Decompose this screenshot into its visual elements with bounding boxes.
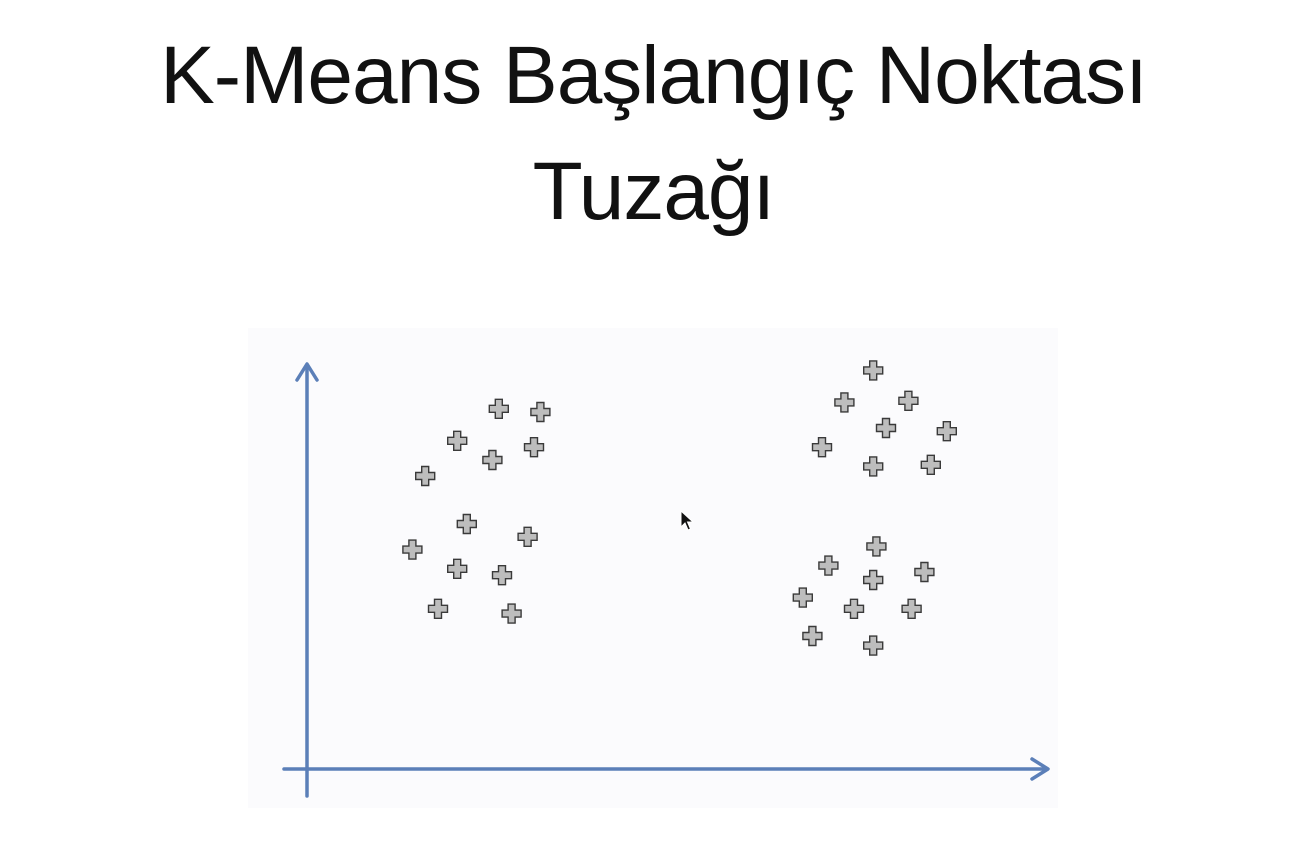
- y-axis: [295, 362, 319, 798]
- plus-icon: [898, 390, 919, 412]
- data-point: [914, 561, 935, 583]
- data-point: [792, 587, 813, 608]
- data-point: [427, 598, 449, 619]
- data-point: [863, 360, 884, 381]
- plus-icon: [530, 401, 551, 423]
- data-point: [523, 436, 545, 458]
- title-line-1: K-Means Başlangıç Noktası: [160, 30, 1148, 121]
- plus-icon: [427, 598, 449, 619]
- plus-icon: [875, 417, 897, 439]
- data-point: [843, 598, 865, 619]
- plus-icon: [446, 430, 468, 452]
- data-point: [875, 417, 897, 439]
- data-points: [402, 360, 957, 656]
- data-point: [811, 436, 833, 458]
- data-point: [491, 564, 513, 586]
- scatter-plot: [282, 360, 1050, 798]
- data-point: [446, 430, 468, 452]
- plus-icon: [936, 420, 957, 442]
- data-point: [501, 603, 522, 624]
- plus-icon: [863, 456, 884, 477]
- plus-icon: [491, 564, 513, 586]
- data-point: [402, 539, 423, 560]
- plus-icon: [792, 587, 813, 608]
- data-point: [488, 398, 510, 420]
- data-point: [517, 526, 538, 548]
- data-point: [898, 390, 919, 412]
- plus-icon: [843, 598, 865, 619]
- data-point: [818, 555, 839, 576]
- data-point: [866, 536, 887, 557]
- data-point: [863, 635, 884, 656]
- y-axis-arrowhead: [295, 362, 319, 382]
- data-point: [863, 456, 884, 477]
- title-line-2: Tuzağı: [532, 146, 776, 237]
- plus-icon: [446, 558, 468, 580]
- data-point: [446, 558, 468, 580]
- plus-icon: [914, 561, 935, 583]
- x-axis-arrowhead: [1030, 757, 1050, 781]
- plus-icon: [802, 625, 823, 647]
- data-point: [414, 465, 436, 487]
- plus-icon: [863, 360, 884, 381]
- data-point: [530, 401, 551, 423]
- plus-icon: [863, 569, 884, 591]
- data-point: [834, 392, 855, 413]
- plus-icon: [501, 603, 522, 624]
- data-point: [482, 449, 503, 471]
- plus-icon: [811, 436, 833, 458]
- mouse-cursor-icon: [680, 510, 695, 531]
- plus-icon: [402, 539, 423, 560]
- x-axis: [282, 757, 1050, 781]
- data-point: [456, 513, 478, 535]
- plus-icon: [834, 392, 855, 413]
- plus-icon: [488, 398, 510, 420]
- plus-icon: [818, 555, 839, 576]
- plus-icon: [863, 635, 884, 656]
- plus-icon: [901, 598, 922, 619]
- data-point: [936, 420, 957, 442]
- plus-icon: [456, 513, 478, 535]
- plus-icon: [920, 454, 941, 476]
- data-point: [901, 598, 922, 619]
- data-point: [863, 569, 884, 591]
- plus-icon: [523, 436, 545, 458]
- data-point: [920, 454, 941, 476]
- plus-icon: [482, 449, 503, 471]
- data-point: [802, 625, 823, 647]
- plus-icon: [517, 526, 538, 548]
- plus-icon: [866, 536, 887, 557]
- plus-icon: [414, 465, 436, 487]
- page-title: K-Means Başlangıç Noktası Tuzağı: [0, 18, 1307, 250]
